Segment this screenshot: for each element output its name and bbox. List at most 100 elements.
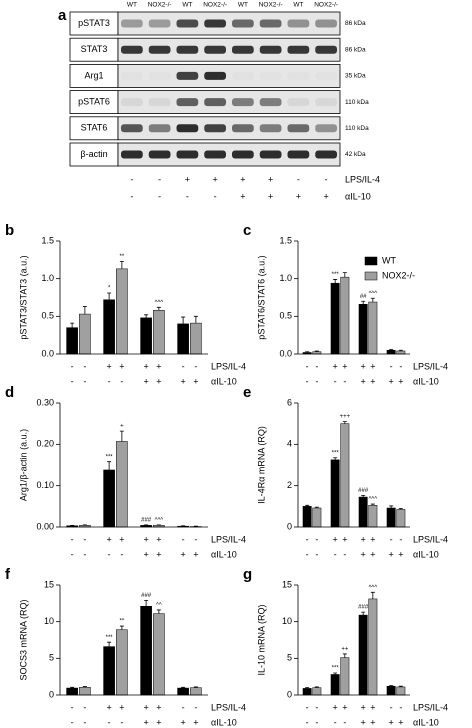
treatment-sign: + xyxy=(398,549,403,559)
treatment-sign: + xyxy=(296,191,301,201)
y-tick-label: 1.0 xyxy=(279,273,292,283)
treatment-label: LPS/IL-4 xyxy=(413,702,448,712)
band xyxy=(259,124,282,133)
bar xyxy=(358,304,368,355)
legend-swatch xyxy=(364,271,378,281)
treatment-sign: + xyxy=(143,361,148,371)
treatment-sign: - xyxy=(71,534,74,544)
panel-label: e xyxy=(243,384,251,401)
error-bar xyxy=(144,314,149,318)
treatment-sign: + xyxy=(361,361,366,371)
bar xyxy=(368,301,378,355)
treatment-sign: + xyxy=(361,549,366,559)
bar xyxy=(386,507,396,528)
treatment-sign: - xyxy=(297,174,300,184)
error-bar xyxy=(333,457,338,460)
treatment-sign: - xyxy=(315,717,318,727)
size-label: 86 kDa xyxy=(345,20,366,27)
treatment-sign: + xyxy=(361,717,366,727)
bar xyxy=(302,506,312,528)
treatment-sign: - xyxy=(343,549,346,559)
y-axis-label: pSTAT6/STAT6 (a.u.) xyxy=(256,255,266,339)
lane-label: WT xyxy=(182,2,192,9)
treatment-sign: + xyxy=(106,702,111,712)
treatment-sign: - xyxy=(399,702,402,712)
treatment-sign: + xyxy=(342,361,347,371)
band xyxy=(259,45,282,54)
band xyxy=(176,19,199,28)
treatment-sign: - xyxy=(315,361,318,371)
treatment-sign: - xyxy=(120,549,123,559)
treatment-label: αIL-10 xyxy=(211,717,237,727)
error-bar xyxy=(107,641,112,647)
lane-label: WT xyxy=(293,2,303,9)
treatment-sign: - xyxy=(334,376,337,386)
treatment-sign: - xyxy=(315,549,318,559)
band xyxy=(287,45,310,54)
treatment-sign: + xyxy=(268,191,273,201)
treatment-label: αIL-10 xyxy=(413,717,439,727)
treatment-sign: - xyxy=(182,534,185,544)
error-bar xyxy=(193,315,198,324)
band xyxy=(232,45,254,54)
error-bar xyxy=(342,272,347,278)
band xyxy=(204,98,226,107)
blot-row-label: pSTAT6 xyxy=(78,96,110,106)
significance: +++ xyxy=(340,414,351,420)
bar xyxy=(302,688,312,696)
band xyxy=(176,124,199,133)
significance: ++ xyxy=(341,647,349,653)
blot-row-label: β-actin xyxy=(80,149,107,159)
bar xyxy=(340,423,350,528)
size-label: 42 kDa xyxy=(345,151,366,158)
treatment-sign: - xyxy=(334,717,337,727)
band xyxy=(287,124,310,133)
treatment-sign: + xyxy=(333,361,338,371)
band xyxy=(204,150,226,159)
treatment-sign: + xyxy=(361,534,366,544)
treatment-sign: - xyxy=(214,191,217,201)
y-tick-label: 10 xyxy=(44,616,54,626)
error-bar xyxy=(107,461,112,470)
significance: ### xyxy=(358,605,369,611)
band xyxy=(204,124,226,133)
y-tick-label: 15 xyxy=(44,579,54,589)
band xyxy=(204,19,226,28)
band xyxy=(259,150,282,159)
treatment-sign: - xyxy=(194,361,197,371)
band xyxy=(121,98,143,107)
bar xyxy=(79,313,91,355)
band xyxy=(176,71,199,80)
band xyxy=(148,150,171,159)
treatment-sign: + xyxy=(156,717,161,727)
band xyxy=(148,98,171,107)
treatment-sign: + xyxy=(156,702,161,712)
y-tick-label: 10 xyxy=(282,616,292,626)
y-axis-label: Arg1/β-actin (a.u.) xyxy=(18,429,28,501)
band xyxy=(259,19,282,28)
band xyxy=(315,150,337,159)
legend-swatch xyxy=(364,256,378,266)
error-bar xyxy=(361,494,366,498)
treatment-sign: + xyxy=(193,549,198,559)
band xyxy=(176,98,199,107)
treatment-sign: - xyxy=(71,549,74,559)
error-bar xyxy=(305,504,310,507)
bar xyxy=(153,310,165,355)
treatment-sign: - xyxy=(158,174,161,184)
error-bar xyxy=(119,260,124,269)
treatment-sign: - xyxy=(83,702,86,712)
treatment-sign: + xyxy=(333,702,338,712)
treatment-sign: - xyxy=(343,376,346,386)
band xyxy=(121,150,143,159)
y-tick-label: 0.0 xyxy=(279,348,292,358)
treatment-sign: + xyxy=(156,549,161,559)
panel-label: f xyxy=(5,566,11,583)
band xyxy=(315,124,337,133)
treatment-sign: - xyxy=(306,376,309,386)
y-tick-label: 0.00 xyxy=(36,521,54,531)
error-bar xyxy=(370,297,375,303)
size-label: 35 kDa xyxy=(345,73,366,80)
y-axis-label: pSTAT3/STAT3 (a.u.) xyxy=(18,255,28,339)
bar xyxy=(177,687,189,696)
